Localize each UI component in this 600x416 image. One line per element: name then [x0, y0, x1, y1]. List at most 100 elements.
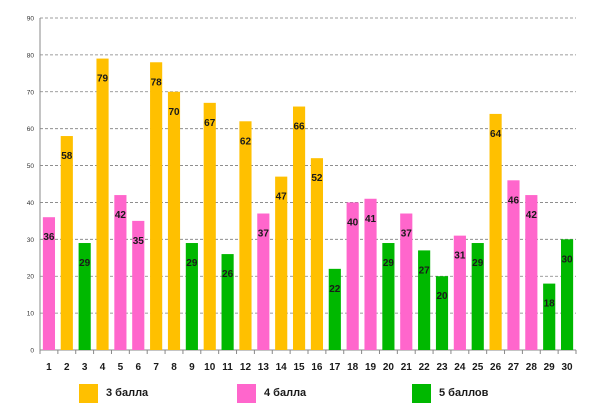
x-tick-label: 15 — [294, 362, 306, 373]
bar — [239, 121, 252, 351]
bar — [418, 250, 431, 350]
bar — [453, 235, 466, 350]
y-tick-label: 10 — [27, 311, 35, 318]
x-tick-label: 11 — [222, 362, 233, 373]
y-tick-label: 80 — [27, 52, 35, 59]
bar — [221, 254, 234, 350]
x-tick-label: 28 — [526, 362, 538, 373]
bar — [150, 62, 163, 351]
legend-item-3-balla: 3 балла — [79, 382, 148, 404]
x-tick-label: 24 — [454, 362, 466, 373]
data-label: 30 — [562, 254, 574, 265]
legend-label-3-balla: 3 балла — [106, 387, 149, 399]
legend-item-5-ballov: 5 баллов — [412, 382, 488, 404]
data-label: 62 — [240, 136, 252, 147]
data-label: 20 — [436, 291, 448, 302]
bar — [132, 220, 145, 350]
legend-label-4-balla: 4 балла — [264, 387, 307, 399]
bar — [489, 113, 502, 351]
bar — [400, 213, 413, 350]
bar — [96, 58, 109, 350]
x-tick-label: 5 — [118, 362, 124, 373]
bar — [275, 176, 288, 350]
bar — [560, 239, 574, 350]
x-tick-label: 30 — [562, 362, 574, 373]
bar — [328, 268, 341, 350]
data-label: 18 — [544, 299, 556, 310]
y-tick-label: 0 — [30, 348, 34, 355]
data-label: 42 — [526, 210, 538, 221]
x-tick-label: 7 — [153, 362, 159, 373]
x-tick-label: 14 — [276, 362, 288, 373]
bar — [42, 217, 56, 350]
y-tick-label: 20 — [27, 274, 35, 281]
y-tick-label: 50 — [27, 163, 35, 170]
data-label: 31 — [454, 251, 466, 262]
x-tick-label: 10 — [204, 362, 216, 373]
x-tick-label: 6 — [135, 362, 141, 373]
data-label: 52 — [311, 173, 323, 184]
bar — [346, 202, 359, 350]
x-tick-label: 1 — [46, 362, 52, 373]
data-label: 26 — [222, 269, 234, 280]
x-tick-label: 9 — [189, 362, 195, 373]
data-label: 29 — [472, 258, 484, 269]
x-tick-label: 23 — [436, 362, 448, 373]
data-label: 35 — [133, 236, 145, 247]
x-tick-label: 21 — [401, 362, 413, 373]
y-tick-label: 90 — [27, 16, 35, 23]
bar — [203, 102, 216, 350]
bar — [292, 106, 306, 351]
data-label: 79 — [97, 74, 109, 85]
bar — [471, 243, 484, 350]
data-label: 58 — [61, 151, 73, 162]
x-tick-label: 27 — [508, 362, 520, 373]
bar — [257, 213, 270, 350]
x-tick-label: 12 — [240, 362, 252, 373]
bar — [78, 243, 91, 350]
x-tick-label: 26 — [490, 362, 502, 373]
bar — [185, 243, 198, 350]
legend-swatch-5-ballov — [412, 383, 431, 403]
bar — [364, 198, 377, 350]
data-label: 64 — [490, 129, 502, 140]
x-tick-label: 16 — [311, 362, 323, 373]
data-label: 27 — [419, 265, 431, 276]
y-tick-label: 40 — [27, 200, 35, 207]
data-label: 67 — [204, 118, 216, 129]
data-label: 37 — [401, 229, 413, 240]
bar — [167, 91, 181, 351]
x-tick-label: 29 — [544, 362, 556, 373]
data-label: 46 — [508, 195, 520, 206]
data-label: 47 — [276, 192, 288, 203]
legend-label-5-ballov: 5 баллов — [439, 387, 489, 399]
data-label: 36 — [43, 232, 55, 243]
bar — [114, 195, 127, 350]
x-tick-label: 3 — [82, 362, 88, 373]
y-tick-label: 70 — [27, 89, 35, 96]
bar — [60, 136, 73, 350]
x-tick-label: 19 — [365, 362, 377, 373]
data-label: 22 — [329, 284, 341, 295]
legend-swatch-4-balla — [237, 383, 256, 403]
bar — [382, 243, 395, 350]
x-tick-label: 25 — [472, 362, 484, 373]
data-label: 29 — [79, 258, 91, 269]
data-label: 78 — [151, 77, 163, 88]
x-tick-label: 17 — [329, 362, 341, 373]
x-tick-label: 13 — [258, 362, 270, 373]
bar-chart: 0102030405060708090361582293794425356787… — [27, 16, 577, 373]
x-tick-label: 2 — [64, 362, 70, 373]
data-label: 40 — [347, 217, 359, 228]
data-label: 70 — [168, 107, 180, 118]
data-label: 29 — [383, 258, 395, 269]
bar — [543, 283, 556, 350]
legend-item-4-balla: 4 балла — [237, 382, 306, 404]
data-label: 29 — [186, 258, 198, 269]
data-label: 37 — [258, 229, 270, 240]
data-label: 42 — [115, 210, 127, 221]
bar — [435, 276, 449, 350]
bar — [310, 158, 324, 350]
bar — [507, 180, 520, 350]
x-tick-label: 4 — [100, 362, 106, 373]
